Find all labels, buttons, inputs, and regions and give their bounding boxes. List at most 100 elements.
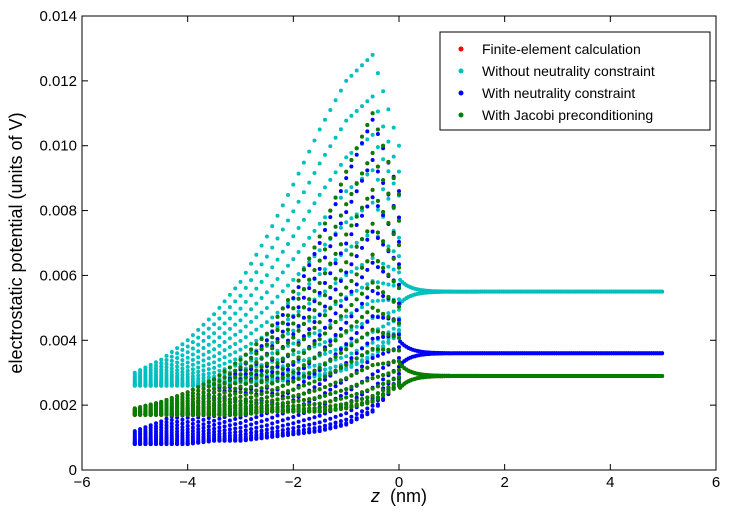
data-point bbox=[180, 342, 185, 347]
data-point bbox=[180, 395, 185, 399]
data-point bbox=[254, 398, 259, 403]
data-point bbox=[270, 335, 275, 340]
data-point bbox=[243, 401, 248, 406]
data-point bbox=[307, 209, 312, 214]
data-point bbox=[249, 341, 254, 346]
data-point bbox=[275, 277, 280, 281]
data-point bbox=[286, 340, 290, 345]
legend-marker bbox=[458, 112, 464, 118]
data-point bbox=[286, 343, 290, 348]
data-point bbox=[280, 357, 285, 361]
data-point bbox=[185, 375, 190, 380]
data-point bbox=[291, 234, 296, 239]
data-point bbox=[259, 372, 264, 377]
data-point bbox=[238, 365, 243, 370]
data-point bbox=[143, 403, 148, 408]
data-point bbox=[333, 354, 338, 359]
data-point bbox=[375, 204, 380, 209]
data-point bbox=[354, 351, 359, 356]
data-point bbox=[275, 413, 280, 418]
data-point bbox=[381, 311, 386, 316]
data-point bbox=[349, 393, 354, 398]
data-point bbox=[365, 58, 370, 63]
data-point bbox=[249, 385, 254, 389]
data-point bbox=[333, 320, 338, 324]
data-point bbox=[381, 344, 386, 349]
data-point bbox=[164, 353, 169, 358]
data-point bbox=[365, 341, 370, 346]
data-point bbox=[264, 423, 269, 428]
data-point bbox=[323, 293, 327, 298]
data-point bbox=[238, 306, 243, 311]
data-point bbox=[201, 429, 206, 434]
data-point bbox=[301, 337, 306, 342]
data-point bbox=[344, 366, 349, 370]
data-point bbox=[360, 213, 364, 218]
data-point bbox=[307, 180, 312, 185]
data-point bbox=[238, 347, 243, 352]
data-point bbox=[375, 291, 380, 296]
data-point bbox=[370, 252, 375, 257]
data-point bbox=[323, 221, 327, 226]
data-point bbox=[312, 406, 317, 411]
data-point bbox=[370, 260, 375, 265]
data-point bbox=[328, 371, 333, 376]
data-point bbox=[217, 316, 222, 321]
data-point bbox=[328, 343, 333, 348]
legend-entry: Without neutrality constraint bbox=[482, 63, 655, 79]
data-point bbox=[391, 176, 396, 181]
data-point bbox=[233, 375, 238, 380]
data-point bbox=[323, 228, 327, 232]
data-point bbox=[249, 422, 254, 427]
data-point bbox=[259, 413, 264, 418]
data-point bbox=[175, 374, 180, 379]
data-point bbox=[243, 299, 248, 304]
data-point bbox=[391, 256, 396, 261]
data-point bbox=[275, 321, 280, 326]
data-point bbox=[307, 406, 312, 411]
data-point bbox=[201, 386, 206, 391]
data-point bbox=[280, 346, 285, 350]
data-point bbox=[307, 402, 312, 407]
data-point bbox=[323, 408, 327, 412]
data-point bbox=[349, 336, 354, 341]
data-point bbox=[280, 372, 285, 377]
data-point bbox=[243, 270, 248, 275]
data-point bbox=[164, 358, 169, 362]
data-point bbox=[386, 379, 391, 384]
data-point bbox=[344, 78, 349, 83]
data-point bbox=[381, 392, 386, 397]
data-point bbox=[312, 363, 317, 368]
data-point bbox=[259, 386, 264, 391]
data-point bbox=[333, 276, 338, 281]
data-point bbox=[233, 332, 238, 337]
data-point bbox=[264, 377, 269, 382]
data-point bbox=[333, 347, 338, 352]
data-point bbox=[227, 365, 232, 370]
data-point bbox=[238, 421, 243, 425]
data-point bbox=[360, 171, 364, 176]
data-point bbox=[381, 143, 386, 148]
data-point bbox=[328, 407, 333, 412]
data-point bbox=[154, 369, 158, 374]
data-point bbox=[333, 380, 338, 385]
data-point bbox=[201, 390, 206, 395]
data-point bbox=[280, 376, 285, 380]
data-point bbox=[307, 346, 312, 351]
data-point bbox=[397, 356, 401, 360]
data-point bbox=[349, 73, 354, 78]
data-point bbox=[365, 360, 370, 365]
data-point bbox=[328, 392, 333, 396]
data-point bbox=[323, 215, 327, 220]
data-point bbox=[243, 344, 248, 349]
data-point bbox=[206, 420, 211, 425]
data-point bbox=[312, 315, 317, 320]
data-point bbox=[344, 232, 349, 237]
data-point bbox=[217, 363, 222, 368]
data-point bbox=[243, 387, 248, 392]
data-point bbox=[397, 286, 401, 291]
data-point bbox=[132, 406, 137, 411]
data-point bbox=[365, 410, 370, 415]
data-point bbox=[249, 378, 254, 383]
data-point bbox=[280, 401, 285, 406]
